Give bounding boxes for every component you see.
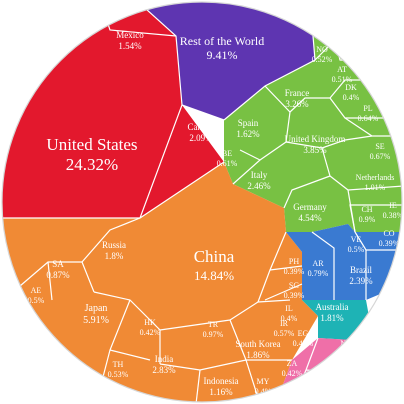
cell-value: 1.54% [118, 41, 142, 51]
cell-name: United States [46, 135, 137, 154]
cell-name: SG [289, 281, 299, 290]
cell-border [335, 40, 404, 62]
cell-value: 0.38% [383, 211, 404, 220]
cell-name: DK [345, 83, 357, 92]
cell-name: TH [113, 360, 124, 369]
cell-value: 0.87% [46, 270, 70, 280]
cell-value: 0.42% [140, 328, 161, 337]
cell-name: SE [375, 142, 384, 151]
cell-name: United Kingdom [285, 134, 346, 144]
cell-name: EG [298, 329, 309, 338]
cell-name: Germany [293, 202, 327, 212]
cell-value: 1.81% [320, 313, 344, 323]
cell-name: Russia [102, 240, 126, 250]
cell-label-china: China 14.84% [194, 247, 235, 283]
cell-name: IE [389, 201, 397, 210]
cell-value: 1.62% [236, 129, 260, 139]
cell-name: Japan [85, 303, 108, 314]
cell-name: AR [312, 259, 324, 268]
cell-label-my: MY0.4% [255, 377, 272, 396]
cell-name: China [194, 247, 235, 266]
cell-name: VE [351, 235, 362, 244]
cell-value: 0.67% [370, 152, 391, 161]
cell-name: AE [31, 286, 42, 295]
cell-value: 14.84% [194, 268, 234, 283]
cell-name: Indonesia [204, 376, 239, 386]
cell-name: ZA [287, 359, 298, 368]
cell-value: 0.5% [348, 245, 365, 254]
cell-name: IR [280, 319, 289, 328]
cell-value: 24.32% [66, 155, 118, 174]
cell-value: 0.9% [359, 215, 376, 224]
cell-value: 1.01% [365, 183, 386, 192]
cell-label-japan: Japan5.91% [83, 303, 109, 326]
cell-value: 2.09% [189, 133, 213, 143]
cell-name: IL [285, 304, 293, 313]
cell-value: 1.16% [209, 387, 233, 397]
cell-name: Canada [188, 122, 215, 132]
cell-value: 2.83% [152, 365, 176, 375]
cell-value: 2.46% [247, 181, 271, 191]
cell-name: AT [337, 65, 347, 74]
cell-name: BE [222, 149, 232, 158]
cell-name: Australia [316, 302, 349, 312]
cell-value: 9.41% [207, 48, 238, 62]
cell-name: Mexico [116, 30, 144, 40]
cell-name: NO [316, 45, 328, 54]
cell-value: 0.53% [108, 370, 129, 379]
cell-value: 4.54% [298, 213, 322, 223]
cell-name: HK [144, 318, 156, 327]
cell-name: France [285, 88, 310, 98]
cell-value: 0.4% [343, 93, 360, 102]
cell-name: CH [361, 205, 372, 214]
cell-name: Brazil [350, 265, 372, 275]
cell-name: SA [52, 259, 64, 269]
cell-value: 3.26% [285, 99, 309, 109]
cell-name: PH [289, 257, 299, 266]
cell-name: India [155, 354, 174, 364]
cell-value: 1.8% [105, 251, 124, 261]
cell-label-france: France3.26% [285, 88, 310, 109]
cell-value: 0.57% [274, 329, 295, 338]
cell-value: 0.52% [312, 55, 333, 64]
cell-value: 0.97% [203, 330, 224, 339]
cell-value: 0.45% [293, 339, 314, 348]
cell-name: Italy [251, 170, 268, 180]
cell-value: 0.61% [217, 159, 238, 168]
cell-name: CO [383, 229, 394, 238]
cell-name: MY [257, 377, 270, 386]
cell-value: 0.39% [284, 267, 305, 276]
cell-name: PL [363, 104, 372, 113]
cell-value: 1.86% [246, 350, 270, 360]
cell-name: South Korea [235, 339, 280, 349]
cell-name: TR [208, 320, 219, 329]
cell-label-brazil: Brazil2.39% [349, 265, 373, 286]
cell-name: Rest of the World [180, 34, 264, 48]
cell-value: 0.79% [308, 269, 329, 278]
cell-name: Spain [238, 118, 259, 128]
cell-value: 0.64% [358, 114, 379, 123]
cell-name: Netherlands [356, 173, 395, 182]
cell-label-spain: Spain1.62% [236, 118, 260, 139]
cell-value: 5.91% [83, 315, 109, 326]
cell-value: 0.39% [284, 291, 305, 300]
cell-value: 2.39% [349, 276, 373, 286]
cell-value: 0.65% [336, 349, 357, 358]
cell-value: 3.85% [303, 145, 327, 155]
